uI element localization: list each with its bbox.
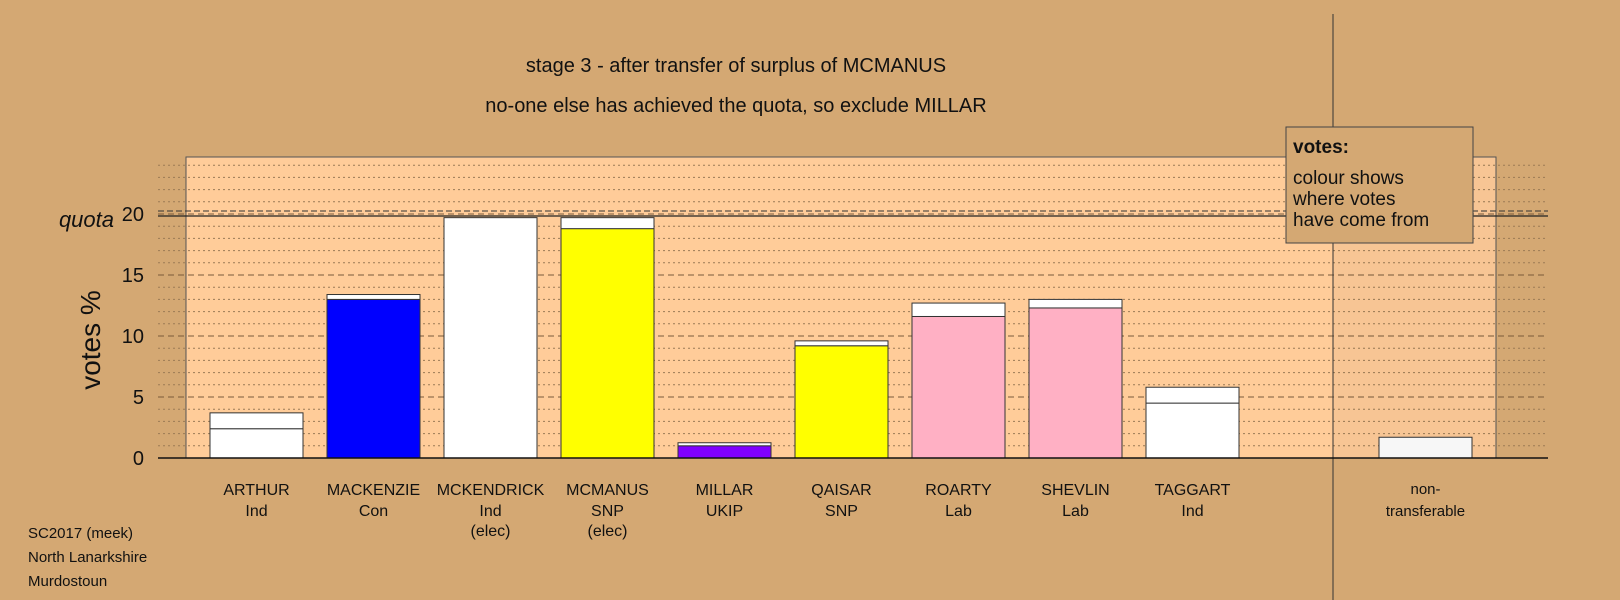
candidate-party: UKIP [706,503,743,520]
candidate-name: TAGGART [1155,482,1231,499]
candidate-party: Lab [1062,503,1089,520]
nontransferable-label: transferable [1386,503,1465,520]
y-tick-label: 20 [122,204,144,226]
bar-mackenzie-segment [326,298,421,459]
plot-area: 0 5 10 15 20 [122,14,1548,600]
footer-council: North Lanarkshire [28,549,148,566]
candidate-party: Con [359,503,388,520]
legend-line-2: where votes [1292,189,1395,210]
bar-roarty-segment [911,302,1006,317]
y-tick-label: 10 [122,326,144,348]
candidate-party: Ind [245,503,267,520]
legend-background [1285,126,1474,244]
chart-title: stage 3 - after transfer of surplus of M… [526,55,946,77]
candidate-name: MACKENZIE [327,482,420,499]
bar-taggart-segment [1145,402,1240,459]
bar-mackenzie-segment [326,294,421,300]
bar-arthur-segment [209,412,304,430]
candidate-party: Lab [945,503,972,520]
nontransferable-label: non- [1410,481,1440,498]
bar-shevlin-segment [1028,298,1123,309]
legend-line-1: colour shows [1293,168,1404,189]
candidate-name: MCKENDRICK [437,482,545,499]
candidate-labels: ARTHUR Ind MACKENZIE Con MCKENDRICK Ind (elec)… [223,481,1465,540]
candidate-note: (elec) [587,523,627,540]
bar-roarty-segment [911,315,1006,459]
candidate-name: MCMANUS [566,482,649,499]
chart-subtitle: no-one else has achieved the quota, so e… [485,95,986,117]
candidate-name: ARTHUR [223,482,289,499]
candidate-name: ROARTY [925,482,992,499]
bar-mcmanus-segment [560,217,655,230]
y-axis-label: votes % [75,290,106,390]
bar-millar-segment [677,442,772,447]
footer-source: SC2017 (meek) [28,525,134,542]
candidate-note: (elec) [470,523,510,540]
bar-millar-segment [677,445,772,459]
y-tick-label: 5 [133,387,144,409]
candidate-party: Ind [479,503,501,520]
candidate-name: QAISAR [811,482,871,499]
bar-shevlin-segment [1028,307,1123,459]
y-tick-label: 15 [122,265,144,287]
footer: SC2017 (meek) North Lanarkshire Murdosto… [28,522,147,594]
bar-arthur-segment [209,428,304,459]
candidate-name: MILLAR [696,482,754,499]
legend-title: votes: [1293,137,1349,158]
y-tick-label: 0 [133,448,144,470]
candidate-party: SNP [591,503,624,520]
bar-mckendrick-segment [443,217,538,459]
bar-mcmanus-segment [560,228,655,459]
quota-label: quota [59,207,114,232]
footer-ward: Murdostoun [28,573,108,590]
bar-qaisar-segment [794,340,889,347]
legend-line-3: have come from [1293,210,1429,231]
candidate-party: Ind [1181,503,1203,520]
candidate-name: SHEVLIN [1041,482,1109,499]
bar-taggart-segment [1145,386,1240,404]
legend-box: votes: colour shows where votes have com… [1285,126,1474,244]
bar-qaisar-segment [794,345,889,459]
candidate-party: SNP [825,503,858,520]
